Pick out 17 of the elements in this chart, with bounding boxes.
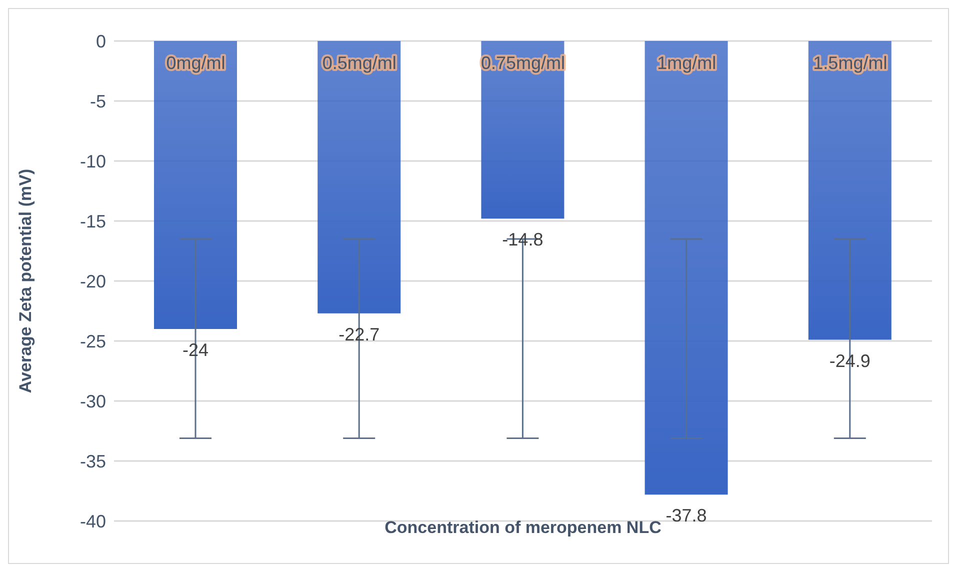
y-tick-label: -30 [80,391,106,412]
x-axis-title: Concentration of meropenem NLC [384,518,662,537]
x-tick-label: 1mg/ml [657,53,716,73]
x-tick-label: 0.75mg/ml [480,53,566,73]
data-label: -37.8 [666,506,707,526]
y-tick-label: 0 [96,31,106,52]
y-tick-label: -15 [80,211,106,232]
y-tick-label: -20 [80,271,106,292]
y-tick-label: -5 [90,91,106,112]
y-tick-label: -25 [80,331,106,352]
y-tick-label: -40 [80,511,106,532]
x-tick-label: 0mg/ml [166,53,226,73]
x-tick-label: 0.5mg/ml [322,53,396,73]
y-tick-label: -35 [80,451,106,472]
x-tick-label: 1.5mg/ml [813,53,888,73]
y-axis-title: Average Zeta potential (mV) [16,168,36,394]
y-tick-label: -10 [80,151,106,172]
